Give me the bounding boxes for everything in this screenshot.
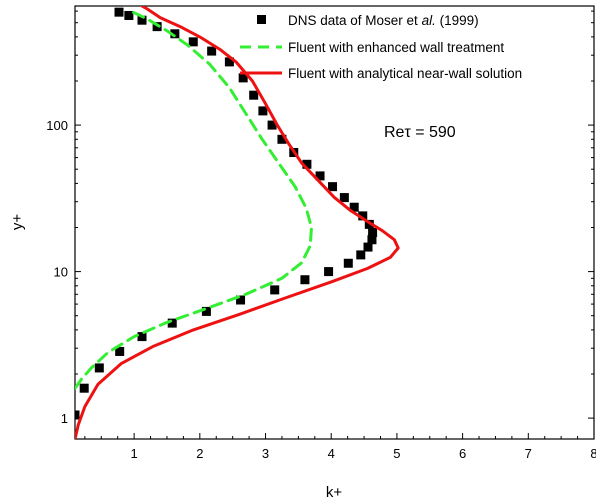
legend-label: Fluent with enhanced wall treatment [288, 40, 504, 55]
dns-data-point [302, 159, 312, 169]
dns-data-point [339, 193, 349, 203]
dns-data-point [79, 383, 89, 393]
y-axis-label: y+ [9, 214, 26, 231]
y-tick-label: 10 [54, 265, 68, 280]
dns-data-point [201, 306, 211, 316]
dns-data-point [368, 227, 378, 237]
dns-data-point [315, 171, 325, 181]
dns-data-point [343, 258, 353, 268]
enhanced-wall-treatment-line [75, 9, 313, 390]
x-tick-label: 6 [459, 446, 466, 461]
dns-data-point [363, 242, 373, 252]
dns-data-point [94, 363, 104, 373]
dns-data-point [137, 15, 147, 25]
x-tick-label: 5 [393, 446, 400, 461]
x-axis: 1 2 3 4 5 6 7 8 [84, 433, 596, 461]
dns-data-point [124, 10, 134, 20]
dns-data-point [324, 267, 334, 277]
legend-label: Fluent with analytical near-wall solutio… [288, 66, 522, 81]
y-axis: 1 10 100 [46, 10, 594, 426]
dns-data-point [137, 332, 147, 342]
dns-data-point [358, 211, 368, 221]
legend: DNS data of Moser et al. (1999) Fluent wi… [240, 13, 522, 81]
reynolds-annotation: Reτ = 590 [384, 124, 456, 141]
plot-area-frame [74, 5, 595, 440]
dns-data-point [277, 134, 287, 144]
legend-marker-dns [257, 15, 266, 24]
dns-data-point [300, 275, 310, 285]
dns-data-point [328, 182, 338, 192]
dns-data-point [356, 250, 366, 260]
x-axis-label: k+ [326, 484, 343, 501]
dns-data-point [249, 90, 259, 100]
dns-data-point [114, 7, 124, 17]
dns-data-point [224, 57, 234, 67]
x-tick-label: 8 [590, 446, 596, 461]
dns-data-point [115, 346, 125, 356]
legend-label: DNS data of Moser et al. (1999) [288, 13, 479, 28]
dns-data-point [188, 37, 198, 47]
y-tick-label: 1 [61, 411, 68, 426]
x-tick-label: 3 [262, 446, 269, 461]
dns-data-point [75, 410, 80, 420]
x-tick-label: 7 [525, 446, 532, 461]
analytical-near-wall-line [75, 6, 400, 439]
dns-data-point [258, 106, 268, 116]
dns-data-point [236, 295, 246, 305]
y-tick-label: 100 [46, 118, 68, 133]
dns-data-point [167, 318, 177, 328]
dns-data-point [367, 235, 377, 245]
x-tick-label: 2 [196, 446, 203, 461]
x-tick-label: 1 [131, 446, 138, 461]
series-layer [75, 6, 400, 439]
dns-data-point [238, 73, 248, 83]
dns-data-point [267, 120, 277, 130]
x-tick-label: 4 [328, 446, 335, 461]
dns-data-point [207, 46, 217, 56]
dns-data-point [270, 285, 280, 295]
dns-data-point [170, 29, 180, 39]
dns-data-point [349, 202, 359, 212]
